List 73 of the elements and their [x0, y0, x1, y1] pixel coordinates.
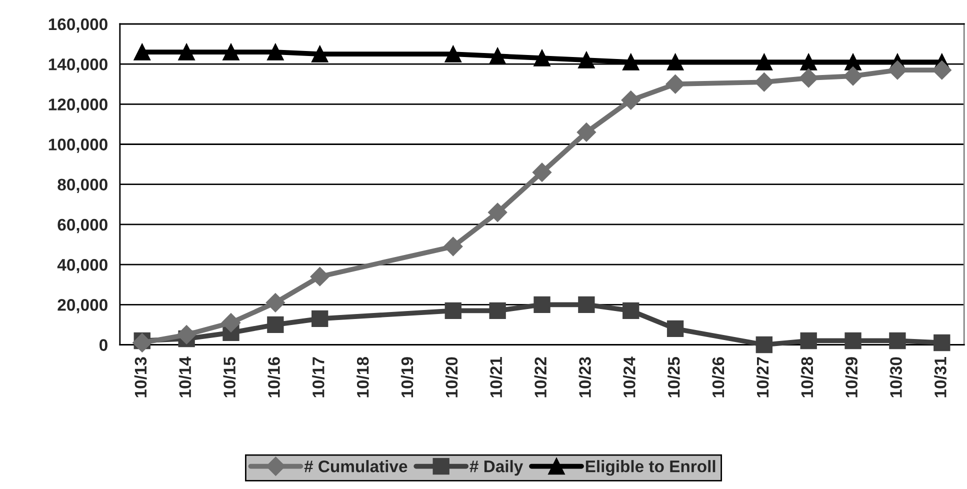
point — [666, 320, 684, 338]
x-tick-label: 10/25 — [668, 357, 680, 398]
x-tick-label: 10/19 — [400, 357, 414, 398]
point — [444, 302, 462, 319]
y-tick-label: 120,000 — [48, 98, 108, 113]
y-tick-label: 0 — [99, 339, 108, 351]
point — [444, 236, 463, 256]
point — [800, 332, 817, 350]
point — [889, 332, 906, 350]
y-tick-label: 140,000 — [48, 58, 108, 73]
x-tick-label: 10/14 — [178, 356, 192, 398]
x-tick-label: 10/16 — [268, 357, 280, 398]
y-tick-label: 60,000 — [58, 218, 108, 234]
point — [312, 46, 328, 62]
legend-label: Eligible to Enroll — [586, 460, 716, 476]
point — [756, 54, 772, 70]
point — [578, 52, 595, 68]
point — [754, 72, 774, 92]
point — [310, 267, 330, 286]
point — [488, 202, 508, 222]
point — [621, 90, 640, 110]
point — [222, 44, 240, 60]
point — [932, 60, 952, 80]
x-tick-label: 10/28 — [800, 357, 814, 398]
point — [221, 313, 241, 332]
point — [800, 54, 817, 70]
point — [267, 44, 284, 60]
point — [134, 44, 150, 60]
point — [532, 162, 552, 182]
x-tick-label: 10/18 — [356, 357, 369, 398]
x-tick-label: 10/26 — [712, 357, 724, 398]
point — [576, 122, 596, 142]
point — [489, 48, 506, 64]
point — [622, 54, 640, 70]
x-tick-label: 10/30 — [890, 357, 902, 398]
x-tick-label: 10/15 — [223, 357, 236, 398]
y-tick-label: 20,000 — [58, 299, 108, 314]
legend-label: # Cumulative — [304, 460, 408, 472]
point — [578, 296, 595, 313]
point — [312, 310, 328, 328]
y-tick-label: 40,000 — [57, 258, 108, 274]
point — [756, 336, 772, 354]
point — [177, 325, 196, 344]
x-tick-label: 10/23 — [578, 357, 592, 398]
point — [934, 334, 950, 352]
point — [844, 332, 862, 350]
y-tick-label: 100,000 — [48, 138, 108, 153]
point — [799, 68, 818, 88]
point — [843, 66, 863, 86]
point — [666, 74, 685, 94]
point — [444, 46, 462, 62]
x-tick-label: 10/27 — [756, 357, 769, 398]
legend-label: # Daily — [470, 460, 524, 476]
point — [266, 293, 285, 312]
point — [534, 296, 550, 313]
point — [132, 333, 152, 352]
x-tick-label: 10/20 — [445, 357, 458, 398]
x-tick-label: 10/22 — [534, 357, 547, 398]
x-tick-label: 10/17 — [312, 357, 324, 398]
x-tick-label: 10/24 — [623, 356, 636, 398]
point — [489, 302, 506, 319]
y-tick-label: 160,000 — [48, 18, 108, 33]
point — [666, 54, 684, 70]
x-tick-label: 10/29 — [845, 357, 858, 398]
x-tick-label: 10/13 — [134, 357, 147, 398]
point — [888, 60, 907, 80]
point — [178, 44, 195, 60]
point — [267, 316, 284, 334]
point — [534, 50, 550, 66]
y-tick-label: 80,000 — [58, 178, 108, 193]
point — [622, 302, 640, 319]
x-tick-label: 10/31 — [934, 357, 947, 398]
x-tick-label: 10/21 — [490, 357, 502, 398]
